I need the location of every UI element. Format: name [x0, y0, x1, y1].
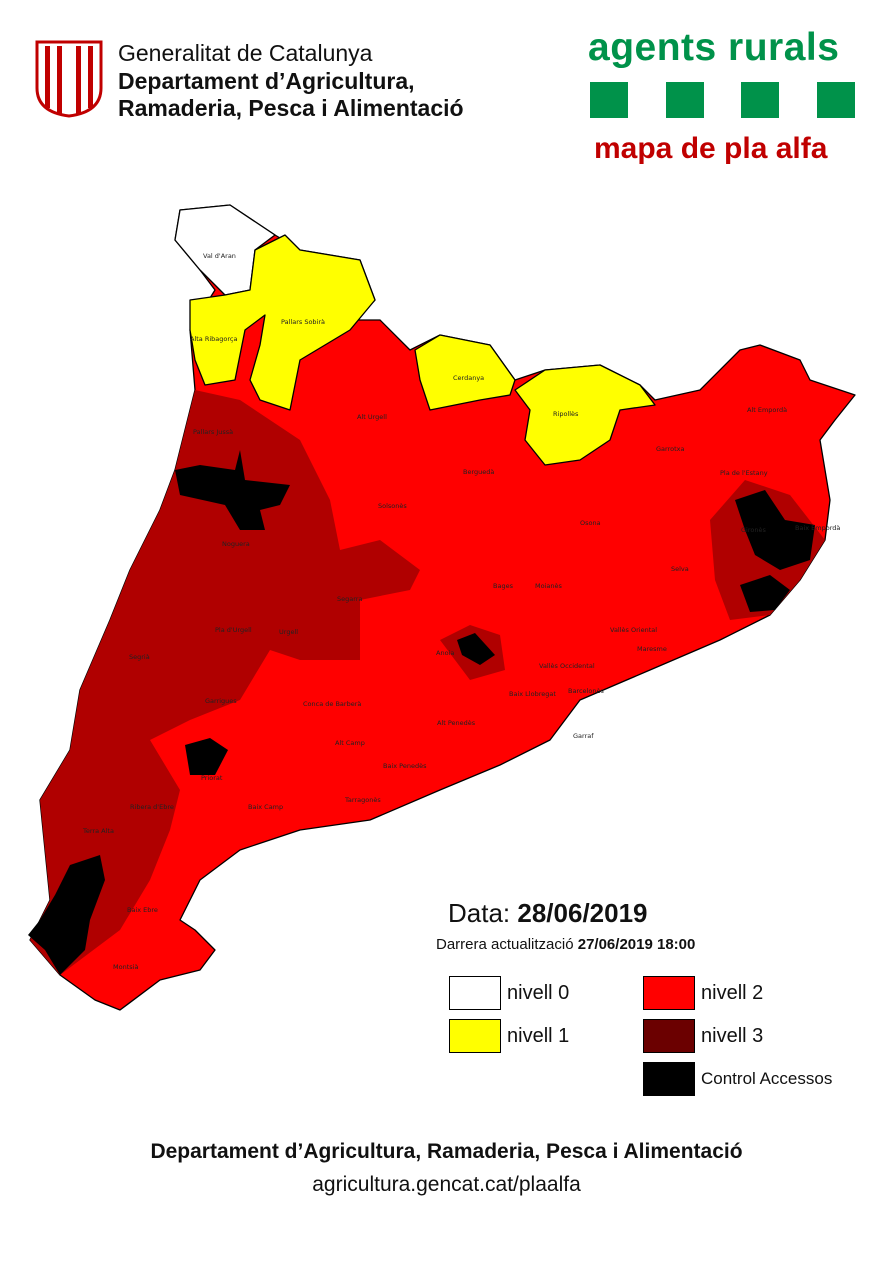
- comarca-label: Garrotxa: [656, 445, 684, 453]
- comarca-label: Pallars Jussà: [193, 428, 233, 436]
- control-accessos-area: [185, 738, 228, 775]
- comarca-label: Moianès: [535, 582, 562, 590]
- comarca-label: Garrigues: [205, 697, 237, 705]
- legend-swatch: [449, 976, 501, 1010]
- comarca-label: Segarra: [337, 595, 362, 603]
- legend-item-nivell-1: nivell 1: [449, 1019, 569, 1053]
- comarca-label: Baix Empordà: [795, 524, 840, 532]
- comarca-label: Baix Camp: [248, 803, 283, 811]
- legend-swatch: [643, 1019, 695, 1053]
- comarca-label: Noguera: [222, 540, 250, 548]
- comarca-label: Pallars Sobirà: [281, 318, 325, 326]
- comarca-label: Urgell: [279, 628, 298, 636]
- legend-item-nivell-0: nivell 0: [449, 976, 569, 1010]
- department-name: Departament d’Agricultura,: [118, 68, 415, 94]
- region-level-1: [414, 334, 516, 411]
- comarca-label: Garraf: [573, 732, 594, 740]
- comarca-label: Baix Llobregat: [509, 690, 556, 698]
- comarca-label: Osona: [580, 519, 601, 527]
- region-level-1: [514, 364, 656, 466]
- legend-item-nivell-3: nivell 3: [643, 1019, 763, 1053]
- comarca-label: Vallès Oriental: [610, 626, 657, 634]
- comarca-label: Ribera d'Ebre: [130, 803, 174, 811]
- comarca-label: Bages: [493, 582, 514, 590]
- comarca-label: Baix Ebre: [127, 906, 158, 914]
- comarca-label: Priorat: [201, 774, 223, 782]
- comarca-label: Berguedà: [463, 468, 494, 476]
- comarca-label: Cerdanya: [453, 374, 484, 382]
- comarca-label: Ripollès: [553, 410, 579, 418]
- region-level-3: [30, 390, 420, 975]
- org-name: Generalitat de Catalunya: [118, 40, 373, 66]
- footer-url[interactable]: agricultura.gencat.cat/plaalfa: [312, 1173, 581, 1196]
- comarca-label: Pla d'Urgell: [215, 626, 252, 634]
- comarca-label: Selva: [671, 565, 689, 573]
- comarca-label: Segrià: [129, 653, 150, 661]
- comarca-label: Alt Urgell: [357, 413, 387, 421]
- catalonia-map: Val d'Aran Alta Ribagorça Pallars Sobirà Ce…: [28, 204, 856, 1011]
- generalitat-logo: [35, 40, 103, 118]
- control-accessos-area: [740, 575, 790, 612]
- legend-label: Control Accessos: [701, 1069, 833, 1088]
- legend-item-control-accessos: Control Accessos: [643, 1062, 832, 1096]
- region-level-1: [189, 234, 376, 411]
- agents-rurals-title: agents rurals: [588, 26, 840, 69]
- map-subtitle: mapa de pla alfa: [594, 132, 828, 165]
- comarca-label: Montsià: [113, 963, 138, 971]
- comarca-label: Maresme: [637, 645, 667, 653]
- control-accessos-area: [735, 490, 815, 570]
- comarca-label: Alta Ribagorça: [190, 335, 237, 343]
- map-date: Data: 28/06/2019: [448, 898, 648, 928]
- comarca-label: Alt Empordà: [747, 406, 787, 414]
- legend-swatch: [643, 1062, 695, 1096]
- legend-label: nivell 1: [507, 1024, 570, 1047]
- last-update: Darrera actualització 27/06/2019 18:00: [436, 936, 696, 953]
- agents-rurals-squares: [590, 82, 855, 118]
- comarca-label: Vallès Occidental: [539, 662, 595, 670]
- control-accessos-area: [175, 450, 290, 530]
- footer-department: Departament d’Agricultura, Ramaderia, Pe…: [150, 1140, 743, 1163]
- legend-label: nivell 3: [701, 1024, 764, 1047]
- comarca-label: Conca de Barberà: [303, 700, 361, 708]
- comarca-label: Terra Alta: [82, 827, 114, 835]
- legend-swatch: [449, 1019, 501, 1053]
- legend-label: nivell 2: [701, 981, 764, 1004]
- comarca-label: Solsonès: [378, 502, 407, 510]
- comarca-label: Gironès: [741, 526, 766, 534]
- control-accessos-area: [457, 633, 495, 665]
- comarca-label: Anoia: [436, 649, 454, 657]
- comarca-label: Alt Camp: [335, 739, 365, 747]
- comarca-label: Val d'Aran: [203, 252, 236, 260]
- control-accessos-area: [28, 855, 105, 975]
- comarca-label: Alt Penedès: [437, 719, 476, 727]
- comarca-label: Barcelonès: [568, 687, 604, 695]
- legend-label: nivell 0: [507, 981, 570, 1004]
- department-name-cont: Ramaderia, Pesca i Alimentació: [118, 95, 464, 121]
- legend-item-nivell-2: nivell 2: [643, 976, 763, 1010]
- comarca-label: Pla de l'Estany: [720, 469, 768, 477]
- legend-swatch: [643, 976, 695, 1010]
- comarca-label: Baix Penedès: [383, 762, 427, 770]
- comarca-label: Tarragonès: [344, 796, 381, 804]
